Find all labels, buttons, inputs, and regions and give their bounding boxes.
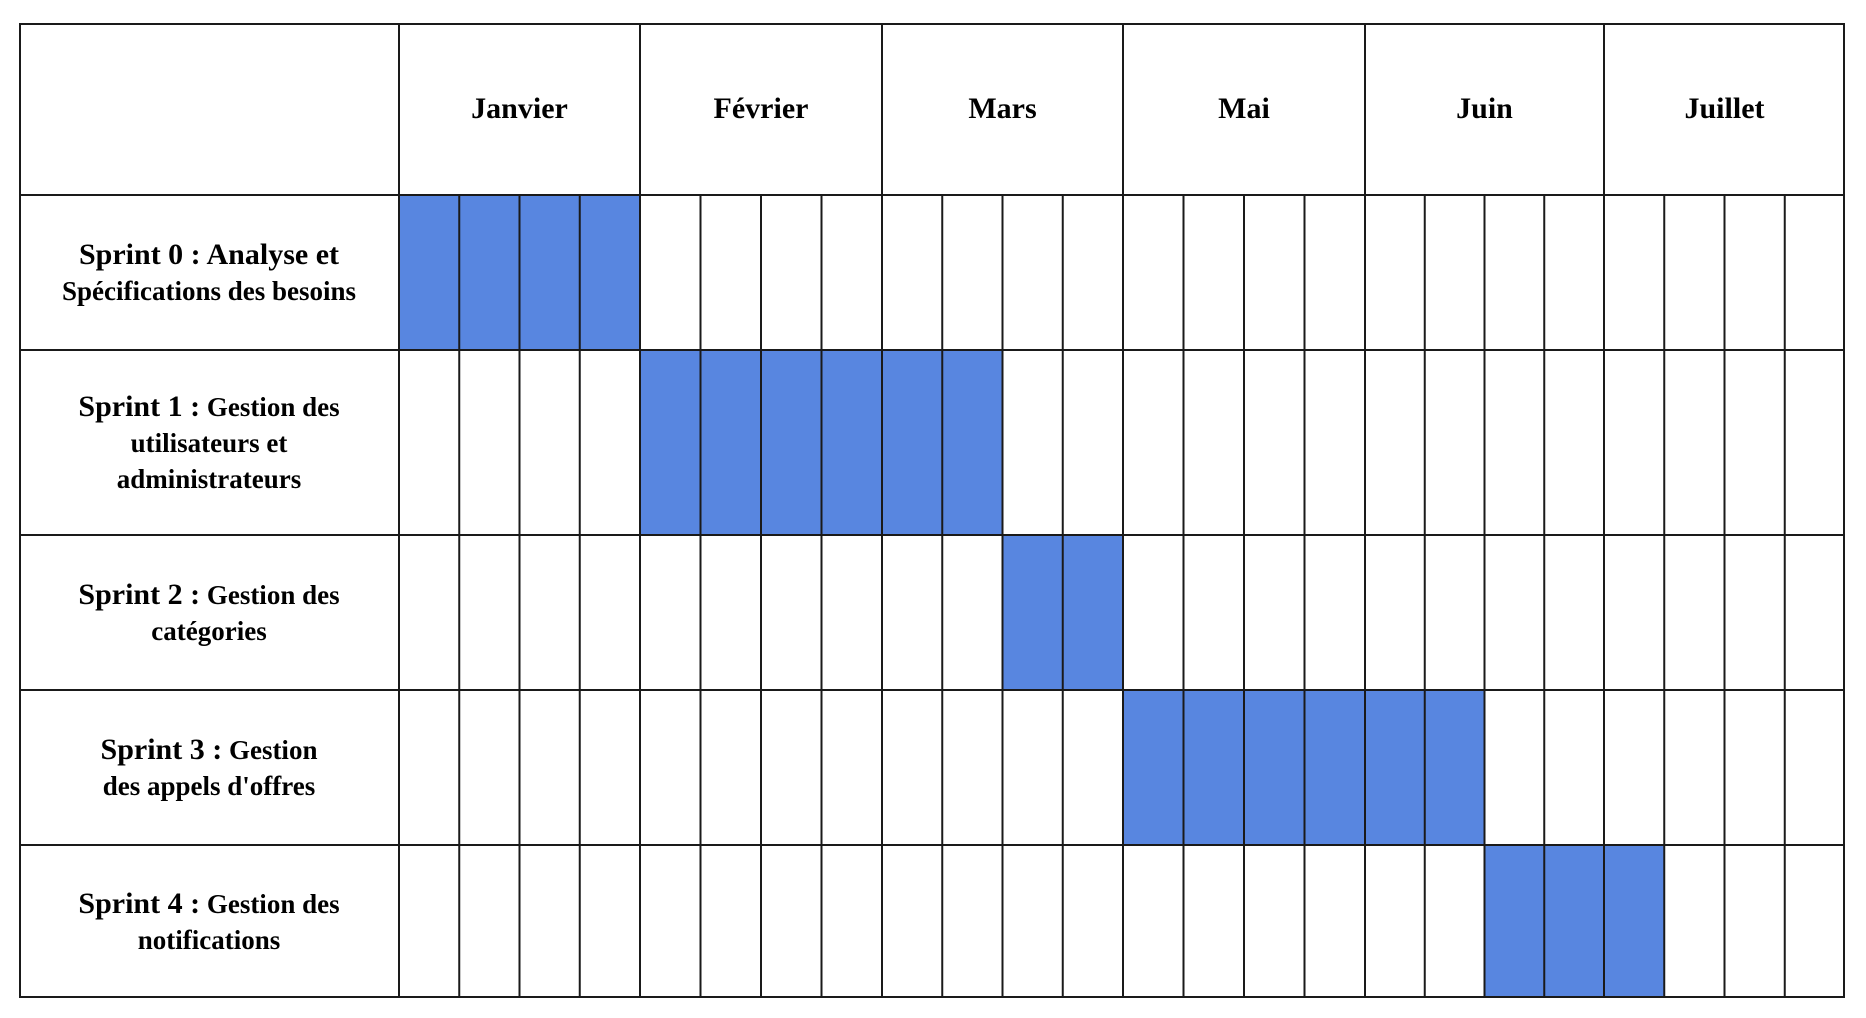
sprint-3-bar-week-13 [1183, 690, 1244, 845]
sprint-0-description: Spécifications des besoins [61, 275, 357, 306]
sprint-0-title: Sprint 0 : Analyse et [78, 237, 339, 271]
sprint-1-title: Sprint 1 : [78, 389, 201, 423]
month-header-juillet: Juillet [1684, 92, 1765, 125]
sprint-2-description-line-2: catégories [151, 615, 267, 646]
sprint-1-description-line-2: utilisateurs et [130, 427, 288, 458]
sprint-2-title: Sprint 2 : [78, 577, 201, 611]
sprint-3-bar-week-16 [1365, 690, 1425, 845]
sprint-4-bar-week-18 [1484, 845, 1545, 998]
gantt-chart: Janvier Février Mars Mai Juin Juillet Sp… [19, 23, 1845, 998]
sprint-1-bar-week-6 [761, 350, 822, 535]
month-header-fevrier: Février [713, 92, 809, 125]
sprint-3-bar-week-14 [1244, 690, 1305, 845]
header-corner-cell [19, 23, 399, 195]
sprint-1-bar-week-8 [882, 350, 943, 535]
sprint-1-bar-week-4 [640, 350, 701, 535]
sprint-4-description-start: Gestion des [206, 888, 340, 919]
sprint-1-bar-week-9 [942, 350, 1003, 535]
sprint-3-description-start: Gestion [228, 734, 318, 765]
sprint-2-bar-week-10 [1002, 535, 1063, 690]
sprint-3-title: Sprint 3 : [100, 732, 223, 766]
sprint-3-description-line-2: des appels d'offres [102, 770, 316, 801]
sprint-0-label: Sprint 0 : Analyse et Spécifications des… [19, 195, 399, 350]
sprint-1-description-line-3: administrateurs [116, 463, 302, 494]
sprint-2-label: Sprint 2 : Gestion des catégories [19, 535, 399, 690]
sprint-3-label: Sprint 3 : Gestion des appels d'offres [19, 690, 399, 845]
sprint-1-label: Sprint 1 : Gestion des utilisateurs et a… [19, 350, 399, 535]
sprint-0-bar-week-1 [459, 195, 520, 350]
grid-border [19, 23, 1845, 998]
sprint-4-bar-week-19 [1544, 845, 1604, 998]
month-header-janvier: Janvier [471, 92, 568, 125]
month-header-mars: Mars [968, 92, 1037, 125]
sprint-1-bar-week-5 [700, 350, 761, 535]
month-header-juin: Juin [1456, 92, 1513, 125]
sprint-4-description-line-2: notifications [137, 924, 281, 955]
sprint-0-bar-week-3 [579, 195, 640, 350]
sprint-0-bar-week-0 [399, 195, 460, 350]
sprint-4-title: Sprint 4 : [78, 886, 201, 920]
sprint-1-bar-week-7 [821, 350, 882, 535]
sprint-4-label: Sprint 4 : Gestion des notifications [19, 845, 399, 998]
sprint-2-description-start: Gestion des [206, 579, 340, 610]
sprint-0-bar-week-2 [519, 195, 580, 350]
gantt-grid [19, 23, 1845, 998]
sprint-3-bar-week-12 [1123, 690, 1184, 845]
sprint-3-bar-week-15 [1304, 690, 1365, 845]
sprint-1-description-start: Gestion des [206, 391, 340, 422]
sprint-4-bar-week-20 [1604, 845, 1665, 998]
sprint-2-bar-week-11 [1062, 535, 1123, 690]
sprint-3-bar-week-17 [1424, 690, 1485, 845]
month-header-mai: Mai [1218, 92, 1270, 125]
